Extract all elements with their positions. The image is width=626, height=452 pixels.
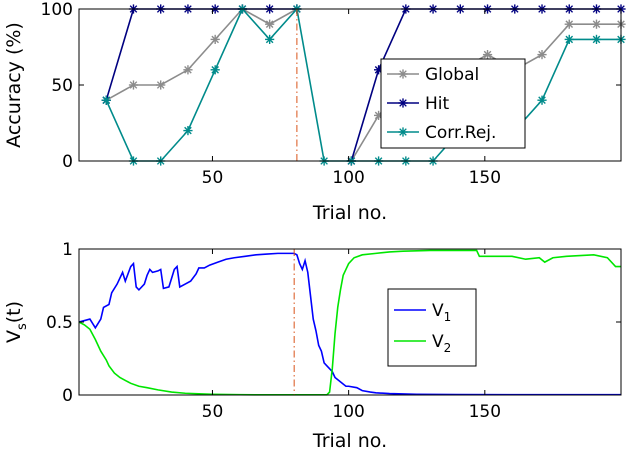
accuracy-y-tick-label: 50 [51,76,73,96]
legend-entry-global-marker-stroke [399,70,407,78]
value-y-tick-label: 0.5 [46,313,73,333]
accuracy-series-corr-rej-marker-stroke [538,96,546,105]
value-y-tick-label: 1 [62,240,73,260]
accuracy-series-global-marker-stroke [265,20,274,29]
accuracy-x-axis-label: Trial no. [312,202,387,224]
accuracy-series-corr-rej-marker-stroke [565,35,574,44]
value-y-axis-label: Vs(t) [3,301,30,343]
accuracy-panel: 50 100 150 0 50 100 Accuracy (%) Trial no. Gl… [3,0,626,224]
accuracy-series-global-marker [537,50,547,60]
accuracy-series-global-marker-stroke [184,65,192,74]
accuracy-series-corr-rej-line [105,7,621,162]
accuracy-series-group [101,4,626,166]
accuracy-x-tick-label: 100 [332,168,364,188]
value-y-axis-label-main: V [3,330,25,343]
legend-entry-corr-rej-marker [398,127,408,137]
accuracy-series-corr-rej-marker [537,95,547,105]
legend-entry-global-label: Global [425,65,479,85]
accuracy-series-global-marker [564,19,574,29]
legend-entry-v2-label-sub: 2 [444,341,452,355]
accuracy-x-tick-label: 150 [469,168,501,188]
value-y-tick-label: 0 [62,386,73,406]
value-series-v2-line [78,249,621,396]
value-series-v1-line [78,252,621,396]
legend-entry-v1-label: V1 [432,301,451,324]
accuracy-series-global-marker-stroke [565,20,574,29]
accuracy-x-tick-label: 50 [202,168,224,188]
accuracy-series-corr-rej-marker [183,126,193,136]
accuracy-ticks: 50 100 150 0 50 100 [41,0,621,188]
legend-entry-v1-label-main: V [432,301,444,321]
accuracy-series-global-marker-stroke [538,50,546,59]
accuracy-series-corr-rej-marker [210,65,220,75]
accuracy-y-tick-label: 100 [41,0,73,20]
legend-entry-v2-label: V2 [432,332,451,355]
legend-entry-v1-label-sub: 1 [444,310,452,324]
accuracy-series-global-marker-stroke [211,35,219,44]
accuracy-series-global-marker [156,80,166,90]
value-x-tick-label: 50 [202,402,224,422]
accuracy-series-corr-rej-marker [265,34,275,44]
value-x-tick-label: 100 [332,402,364,422]
accuracy-series-corr-rej-marker-stroke [592,35,601,44]
legend-entry-hit-marker [398,98,408,108]
accuracy-series-corr-rej-marker-stroke [265,35,274,44]
legend-entry-global-marker [398,69,408,79]
accuracy-series-global-marker [128,80,139,90]
accuracy-series-global-marker [183,65,193,75]
accuracy-series-global-marker [210,34,220,44]
accuracy-series-corr-rej-marker [591,34,602,44]
value-x-tick-label: 150 [469,402,501,422]
accuracy-series-corr-rej-marker [564,34,574,44]
legend-entry-v2-label-main: V [432,332,444,352]
accuracy-series-corr-rej-marker-stroke [102,96,111,105]
accuracy-series-corr-rej-marker-stroke [184,126,192,135]
value-y-axis-label-sub: s [15,323,30,330]
accuracy-series-global-marker [265,19,275,29]
value-y-axis-label-tail: (t) [3,301,25,323]
legend-entry-hit-label: Hit [425,94,450,114]
accuracy-series-global-marker [591,19,602,29]
legend-entry-corr-rej-label: Corr.Rej. [425,123,496,143]
accuracy-series-global-marker-stroke [483,50,492,59]
accuracy-series-corr-rej-marker [101,95,111,105]
legend-entry-corr-rej-marker-stroke [399,128,407,136]
accuracy-y-axis-label: Accuracy (%) [3,22,25,148]
accuracy-series-global-marker-stroke [129,81,138,89]
value-ticks: 50 100 150 0 0.5 1 [46,240,621,422]
accuracy-series-global-marker-stroke [592,20,601,29]
accuracy-y-tick-label: 0 [62,152,73,172]
value-legend-box [387,288,477,367]
legend-entry-hit-marker-stroke [399,99,407,107]
accuracy-series-global-marker-stroke [156,81,165,89]
accuracy-series-corr-rej-marker-stroke [211,65,219,74]
accuracy-legend: Global Hit Corr.Rej. [380,58,526,149]
accuracy-series-global-marker [482,50,493,60]
value-x-axis-label: Trial no. [312,430,387,452]
value-series-group [78,249,621,396]
